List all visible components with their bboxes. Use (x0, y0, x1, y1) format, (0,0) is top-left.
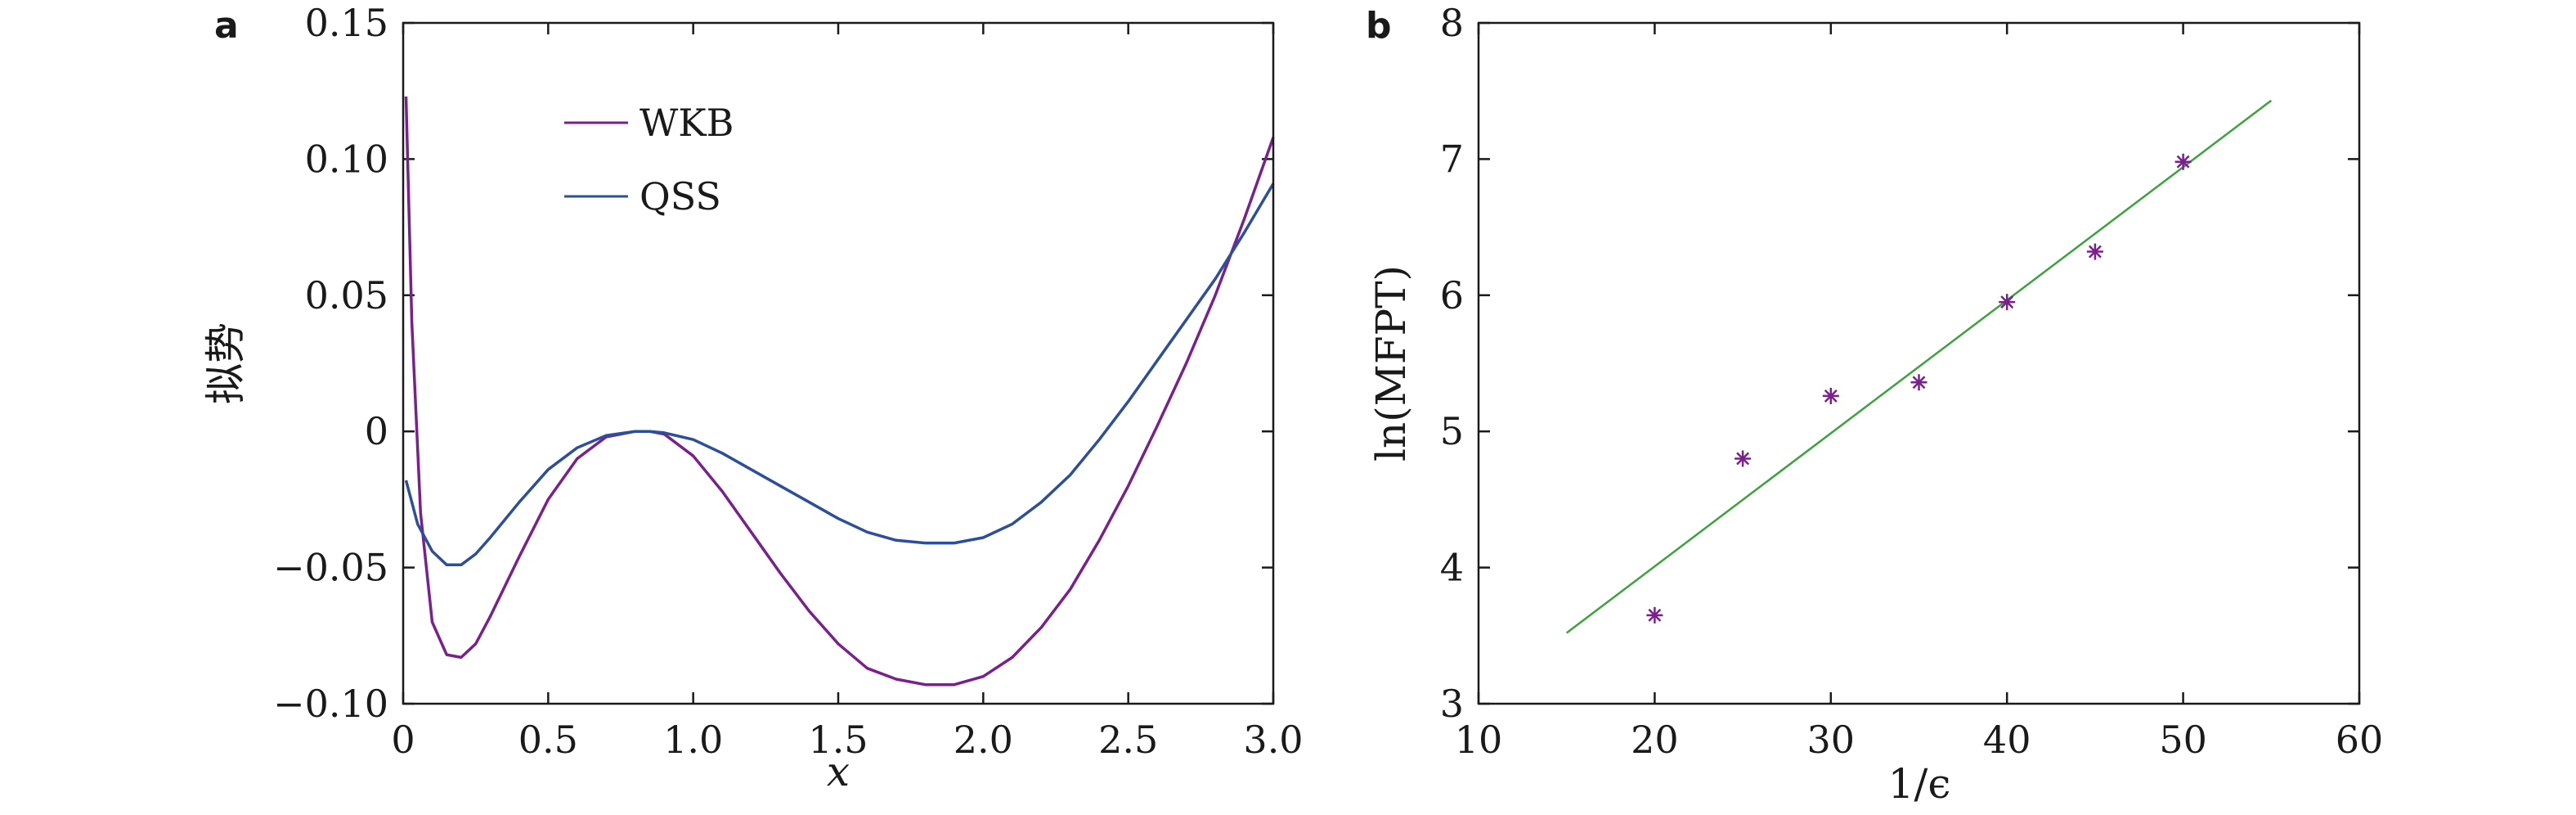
b-data-point (1822, 387, 1839, 404)
panel-a: a −0.10 −0.05 0 0.05 0.10 0.15 0 0.5 1.0 1.5 2.0 2… (202, 1, 1304, 795)
b-data-point-stroke (2176, 155, 2190, 169)
b-y-tick-label: 5 (1440, 409, 1464, 453)
b-series (1565, 99, 2273, 634)
b-data-point (2086, 243, 2103, 260)
b-y-ticks: 3 4 5 6 7 8 (1440, 1, 2359, 726)
b-x-tick-label: 20 (1631, 718, 1679, 762)
b-data-point-stroke (2088, 245, 2102, 259)
a-x-tick-label: 3.0 (1243, 718, 1303, 762)
a-x-tick-label: 2.0 (954, 718, 1013, 762)
a-y-tick-label: −0.05 (273, 546, 388, 590)
b-y-tick-label: 7 (1440, 137, 1464, 181)
b-data-point-stroke (1824, 389, 1838, 403)
a-y-tick-label: −0.10 (273, 682, 388, 726)
b-data-point-stroke (1736, 452, 1750, 466)
a-y-tick-label: 0 (365, 409, 388, 453)
b-x-axis-title: 1/ϵ (1888, 760, 1951, 808)
b-x-tick-label: 40 (1983, 718, 2031, 762)
a-x-tick-label: 2.5 (1098, 718, 1158, 762)
b-data-point-stroke (1912, 376, 1926, 389)
b-plot-frame (1477, 21, 2361, 705)
b-y-tick-label: 8 (1440, 1, 1464, 45)
b-x-tick-label: 50 (2159, 718, 2207, 762)
b-data-point-stroke (1648, 608, 1662, 622)
a-y-tick-label: 0.05 (305, 273, 388, 317)
a-x-tick-label: 1.5 (808, 718, 868, 762)
b-fit-line (1565, 99, 2273, 634)
a-series-line-wkb (404, 96, 1275, 687)
a-y-tick-label: 0.10 (305, 137, 388, 181)
a-x-ticks: 0 0.5 1.0 1.5 2.0 2.5 3.0 (391, 23, 1304, 762)
a-x-tick-label: 1.0 (663, 718, 723, 762)
a-series-lines (404, 96, 1275, 687)
b-data-point-stroke (2000, 295, 2014, 309)
b-x-ticks: 10 20 30 40 50 60 (1455, 23, 2384, 762)
b-x-tick-label: 60 (2336, 718, 2384, 762)
a-series-line-qss (404, 182, 1275, 567)
a-x-tick-label: 0 (391, 718, 415, 762)
panel-label-b: b (1366, 5, 1392, 47)
legend-label-wkb: WKB (640, 101, 734, 145)
a-plot-frame (402, 21, 1275, 705)
a-x-tick-label: 0.5 (518, 718, 578, 762)
b-x-tick-label: 10 (1455, 718, 1503, 762)
b-data-point (1646, 606, 1663, 624)
b-y-tick-label: 6 (1440, 273, 1464, 317)
panel-label-a: a (214, 5, 239, 47)
b-y-tick-label: 4 (1440, 546, 1464, 590)
a-y-ticks: −0.10 −0.05 0 0.05 0.10 0.15 (273, 1, 1273, 726)
b-y-tick-label: 3 (1440, 682, 1464, 726)
a-legend: WKB QSS (564, 101, 734, 218)
legend-label-qss: QSS (640, 174, 721, 218)
panel-b: b 3 4 5 6 7 8 10 20 30 40 50 60 1/ϵ ln(MFPT) (1366, 1, 2383, 808)
a-x-axis-title: x (827, 748, 850, 795)
b-data-point (1735, 450, 1752, 467)
a-y-tick-label: 0.15 (305, 1, 388, 45)
a-y-axis-title: 拟势 (202, 322, 249, 404)
b-data-point (1999, 294, 2016, 311)
b-y-axis-title: ln(MFPT) (1367, 265, 1415, 462)
b-data-point (1910, 374, 1928, 391)
b-data-point (2174, 153, 2192, 170)
b-x-tick-label: 30 (1807, 718, 1856, 762)
